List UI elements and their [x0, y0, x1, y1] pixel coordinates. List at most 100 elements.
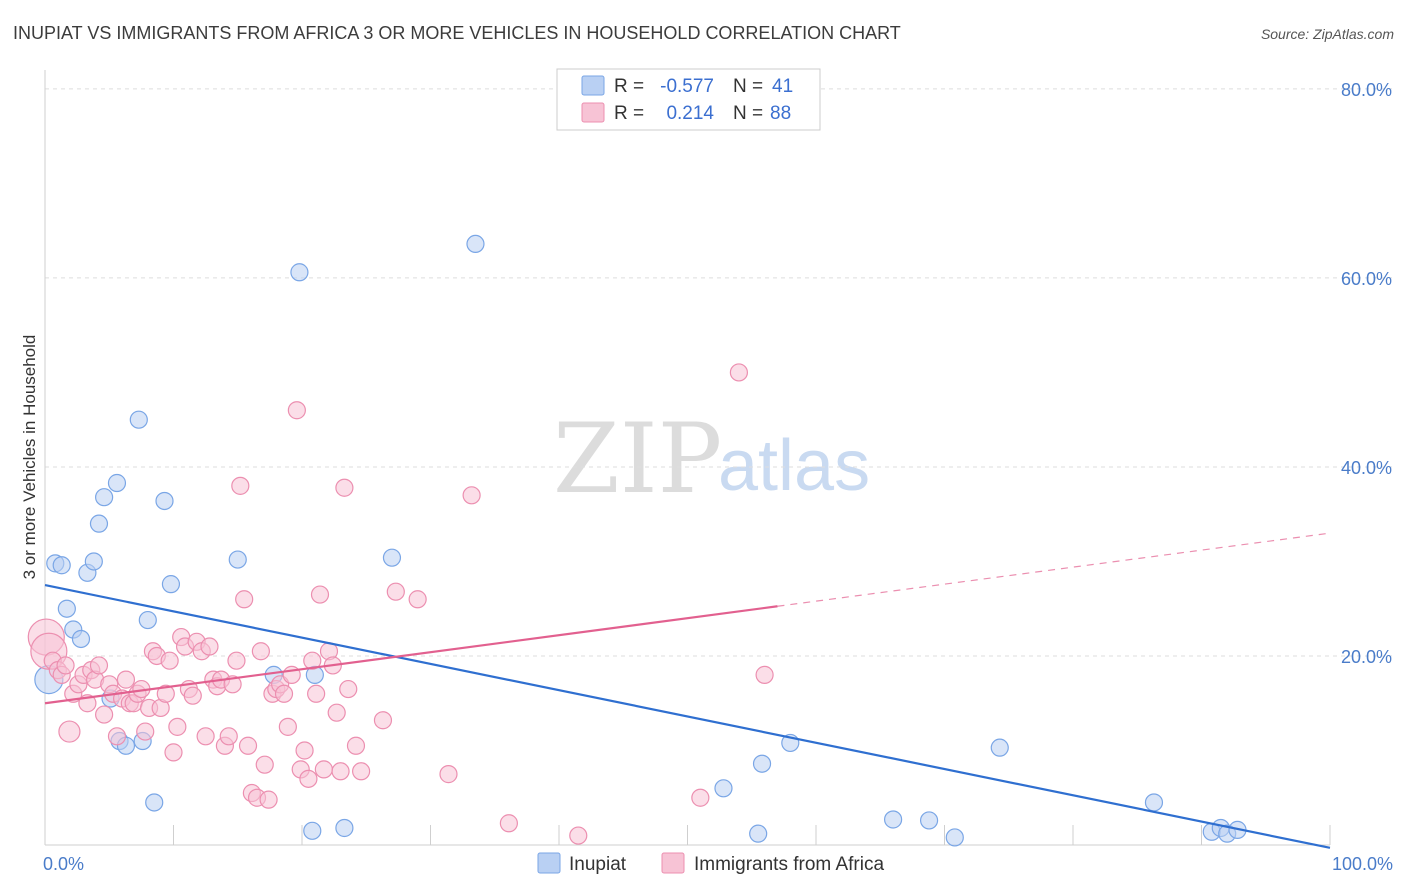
point-1-64: [295, 741, 314, 760]
y-tick-label-1: 40.0%: [1341, 458, 1392, 478]
bottom-legend-swatch-inupiat: [537, 852, 561, 874]
chart-source: Source: ZipAtlas.com: [1261, 26, 1394, 42]
point-1-17: [107, 727, 127, 746]
point-1-36: [183, 686, 202, 705]
point-1-65: [299, 769, 318, 788]
point-1-69: [314, 760, 333, 779]
legend-n-label-2: N =: [733, 103, 763, 124]
legend-r-label-2: R =: [614, 103, 644, 124]
legend-swatch-inupiat: [581, 75, 605, 96]
point-1-80: [408, 590, 427, 609]
point-1-74: [335, 478, 354, 497]
x-tick-label-1: 100.0%: [1332, 854, 1393, 874]
point-0-29: [749, 824, 768, 843]
watermark: ZIP atlas: [553, 403, 870, 515]
point-0-7: [84, 552, 103, 571]
point-1-6: [58, 720, 81, 743]
y-tick-label-2: 60.0%: [1341, 269, 1392, 289]
grid-lines: [45, 88, 1392, 657]
point-0-23: [303, 821, 322, 840]
axes: [44, 70, 1331, 846]
data-points: [27, 234, 1247, 847]
legend-r-label-1: R =: [614, 76, 644, 97]
point-0-18: [155, 491, 174, 511]
point-1-87: [755, 665, 774, 684]
legend-r-value-2: 0.214: [666, 103, 714, 124]
point-1-19: [116, 670, 136, 689]
point-0-2: [52, 556, 71, 575]
trend-lines: [44, 532, 1331, 849]
point-1-68: [310, 585, 330, 604]
point-1-83: [499, 814, 518, 833]
point-0-33: [919, 811, 939, 830]
legend-r-value-1: -0.577: [660, 76, 714, 97]
point-1-66: [303, 651, 322, 670]
x-tick-labels: 0.0% 100.0%: [43, 854, 1393, 874]
point-0-30: [752, 754, 772, 773]
trend-line-1-solid: [44, 605, 778, 705]
point-1-32: [168, 717, 187, 736]
point-0-5: [71, 629, 91, 649]
y-axis-label: 3 or more Vehicles in Household: [20, 335, 39, 580]
point-1-30: [160, 651, 179, 670]
point-1-29: [156, 684, 175, 703]
point-1-13: [89, 656, 109, 675]
point-0-22: [290, 263, 309, 282]
point-0-35: [990, 738, 1009, 757]
point-1-79: [386, 582, 405, 601]
point-0-9: [95, 488, 114, 507]
point-1-49: [235, 590, 254, 609]
point-0-8: [89, 514, 109, 533]
point-0-34: [945, 828, 964, 847]
bottom-legend: Inupiat Immigrants from Africa: [537, 852, 884, 875]
point-0-26: [382, 548, 402, 567]
point-0-17: [145, 793, 164, 812]
point-1-55: [259, 790, 278, 809]
point-1-24: [136, 722, 155, 741]
point-0-27: [466, 234, 485, 254]
point-1-60: [278, 717, 297, 736]
point-1-47: [227, 651, 246, 670]
point-1-45: [219, 727, 238, 746]
point-1-59: [274, 684, 294, 703]
y-tick-label-3: 80.0%: [1341, 80, 1392, 100]
point-1-50: [238, 736, 258, 755]
point-1-78: [373, 711, 393, 730]
series-immigrants-from-africa-points: [27, 363, 774, 845]
point-0-20: [228, 550, 247, 569]
point-1-67: [307, 684, 326, 703]
bottom-legend-swatch-africa: [661, 852, 685, 874]
series-inupiat-points: [34, 234, 1247, 847]
point-1-77: [352, 762, 371, 781]
point-1-75: [339, 679, 358, 699]
point-0-32: [883, 810, 903, 829]
point-1-40: [200, 637, 219, 656]
point-1-53: [251, 642, 270, 661]
point-1-31: [164, 743, 183, 762]
x-tick-label-0: 0.0%: [43, 854, 84, 874]
point-1-76: [346, 736, 366, 755]
point-1-62: [287, 401, 306, 420]
point-1-48: [231, 476, 250, 495]
legend-swatch-africa: [581, 102, 605, 123]
point-1-81: [439, 765, 458, 784]
point-1-85: [691, 788, 710, 807]
point-1-39: [196, 727, 215, 746]
point-0-19: [161, 575, 181, 594]
point-1-72: [327, 703, 346, 722]
point-0-14: [129, 410, 148, 429]
point-0-28: [714, 779, 733, 798]
bottom-legend-label-inupiat: Inupiat: [569, 854, 627, 875]
legend-n-label-1: N =: [733, 76, 763, 97]
y-tick-labels: 20.0% 40.0% 60.0% 80.0%: [1341, 80, 1392, 667]
point-1-73: [331, 762, 350, 781]
point-1-82: [462, 486, 481, 505]
watermark-zip: ZIP: [553, 403, 722, 515]
point-0-3: [57, 599, 76, 618]
chart-title: INUPIAT VS IMMIGRANTS FROM AFRICA 3 OR M…: [13, 23, 901, 43]
point-0-11: [107, 473, 127, 493]
y-tick-label-0: 20.0%: [1341, 647, 1392, 667]
point-1-54: [255, 755, 274, 774]
point-1-5: [56, 656, 75, 675]
